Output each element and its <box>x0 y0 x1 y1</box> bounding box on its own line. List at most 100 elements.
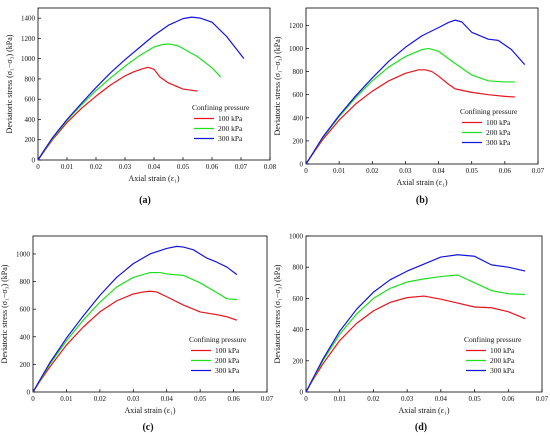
x-tick-label: 0.01 <box>61 163 74 171</box>
x-tick-label: 0.03 <box>399 167 412 175</box>
y-tick-label: 600 <box>20 306 31 314</box>
x-tick-label: 0.03 <box>127 395 140 403</box>
y-tick-label: 1200 <box>21 35 36 43</box>
series-line-200-kpa <box>32 271 237 393</box>
x-tick-label: 0.02 <box>367 395 380 403</box>
panel-label: (b) <box>416 195 428 206</box>
panel-label: (a) <box>139 195 151 206</box>
x-tick-label: 0.05 <box>177 163 190 171</box>
y-tick-label: 800 <box>25 75 36 83</box>
legend-entry: 200 kPa <box>486 128 511 137</box>
y-tick-label: 0 <box>27 389 31 397</box>
x-tick-label: 0.02 <box>366 167 379 175</box>
panel-label: (d) <box>415 422 427 433</box>
y-tick-label: 1000 <box>289 233 304 241</box>
y-axis-label: Deviatoric stress (σ₁−σ₃) (kPa) <box>273 264 282 363</box>
y-tick-label: 400 <box>293 114 304 122</box>
y-tick-label: 200 <box>20 361 31 369</box>
y-tick-label: 1400 <box>21 15 36 23</box>
x-tick-label: 0.03 <box>401 395 414 403</box>
legend-entry: 200 kPa <box>490 356 515 365</box>
y-tick-label: 1000 <box>289 45 304 53</box>
x-axis-label: Axial strain (ε₁) <box>128 174 179 183</box>
y-tick-label: 600 <box>25 96 36 104</box>
legend-entry: 300 kPa <box>215 366 240 375</box>
legend-entry: 100 kPa <box>490 346 515 355</box>
y-tick-label: 400 <box>293 326 304 334</box>
series-line-200-kpa <box>37 43 222 161</box>
x-tick-label: 0.04 <box>432 167 445 175</box>
legend-entry: 300 kPa <box>218 134 243 143</box>
x-tick-label: 0.07 <box>532 167 545 175</box>
x-tick-label: 0.05 <box>194 395 207 403</box>
y-tick-label: 0 <box>300 389 304 397</box>
y-tick-label: 1000 <box>16 250 31 258</box>
x-tick-label: 0.06 <box>499 167 512 175</box>
y-tick-label: 400 <box>20 333 31 341</box>
legend-entry: 300 kPa <box>486 138 511 147</box>
x-tick-label: 0.06 <box>227 395 240 403</box>
x-tick-label: 0 <box>304 395 308 403</box>
legend-entry: 200 kPa <box>218 124 243 133</box>
y-tick-label: 800 <box>20 278 31 286</box>
chart-panel-4: 0 0.01 0.02 0.03 0.04 0.05 0.06 0.07 0 200 400 600 8… <box>273 233 549 434</box>
x-tick-label: 0.01 <box>60 395 73 403</box>
x-tick-label: 0.02 <box>90 163 103 171</box>
y-tick-label: 1000 <box>21 55 36 63</box>
x-tick-label: 0.03 <box>119 163 132 171</box>
legend-title: Confining pressure <box>464 335 522 344</box>
y-axis-label: Deviatoric stress (σ₁−σ₃) (kPa) <box>0 264 9 363</box>
y-tick-label: 800 <box>293 68 304 76</box>
x-tick-label: 0 <box>36 163 40 171</box>
x-tick-label: 0.07 <box>536 395 549 403</box>
series-line-100-kpa <box>305 69 515 165</box>
y-tick-label: 0 <box>32 157 36 165</box>
x-tick-label: 0.06 <box>502 395 515 403</box>
x-tick-label: 0.07 <box>261 395 274 403</box>
x-tick-label: 0.08 <box>264 163 277 171</box>
legend-entry: 100 kPa <box>486 118 511 127</box>
x-tick-label: 0.01 <box>334 395 347 403</box>
x-tick-label: 0.05 <box>468 395 481 403</box>
x-tick-label: 0 <box>31 395 35 403</box>
legend-entry: 300 kPa <box>490 366 515 375</box>
y-tick-label: 800 <box>293 264 304 272</box>
x-tick-label: 0.07 <box>235 163 248 171</box>
plot-frame <box>305 235 543 393</box>
series-line-300-kpa <box>32 245 238 393</box>
series-line-100-kpa <box>32 290 238 393</box>
plot-frame <box>305 7 539 165</box>
y-tick-label: 200 <box>25 136 36 144</box>
legend-entry: 100 kPa <box>218 114 243 123</box>
plot-frame <box>32 235 268 393</box>
legend-entry: 100 kPa <box>215 346 240 355</box>
x-tick-label: 0.02 <box>94 395 107 403</box>
y-tick-label: 1200 <box>289 22 304 30</box>
y-axis-label: Deviatoric stress (σ₁−σ₃) (kPa) <box>5 34 14 133</box>
chart-panel-2: 0 0.01 0.02 0.03 0.04 0.05 0.06 0.07 0 200 400 600 8… <box>273 7 545 206</box>
series-line-300-kpa <box>305 19 526 165</box>
chart-panel-1: 0 0.01 0.02 0.03 0.04 0.05 0.06 0.07 0.08 0 200 400… <box>5 7 277 206</box>
x-tick-label: 0.06 <box>206 163 219 171</box>
x-tick-label: 0 <box>304 167 308 175</box>
y-tick-label: 200 <box>293 137 304 145</box>
series-line-200-kpa <box>305 274 526 393</box>
series-line-300-kpa <box>305 254 526 393</box>
x-axis-label: Axial strain (ε₁) <box>396 178 447 187</box>
series-line-100-kpa <box>37 66 198 161</box>
y-axis-label: Deviatoric stress (σ₁−σ₃) (kPa) <box>273 36 282 135</box>
x-tick-label: 0.01 <box>333 167 346 175</box>
x-tick-label: 0.04 <box>148 163 161 171</box>
x-axis-label: Axial strain (ε₁) <box>398 406 449 415</box>
legend-title: Confining pressure <box>189 335 247 344</box>
series-line-300-kpa <box>37 16 245 161</box>
panel-label: (c) <box>142 422 153 433</box>
y-tick-label: 0 <box>300 161 304 169</box>
y-tick-label: 600 <box>293 91 304 99</box>
x-tick-label: 0.04 <box>161 395 174 403</box>
x-tick-label: 0.04 <box>435 395 448 403</box>
x-axis-label: Axial strain (ε₁) <box>124 406 175 415</box>
series-line-100-kpa <box>305 295 526 393</box>
y-tick-label: 200 <box>293 357 304 365</box>
